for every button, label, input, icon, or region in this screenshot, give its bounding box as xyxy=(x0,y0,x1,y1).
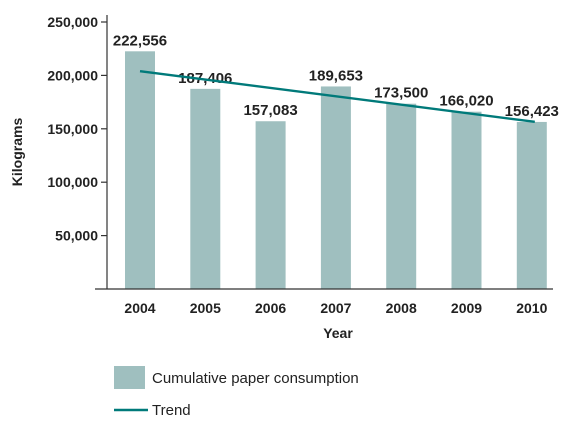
legend-label-bar: Cumulative paper consumption xyxy=(152,370,359,387)
y-ticks: 50,000 100,000 150,000 200,000 250,000 xyxy=(47,14,107,244)
x-ticks: 2004 2005 2006 2007 2008 2009 2010 xyxy=(124,300,547,316)
x-tick-label: 2009 xyxy=(451,300,482,316)
x-tick-label: 2006 xyxy=(255,300,286,316)
y-tick-label: 250,000 xyxy=(47,14,98,30)
bar xyxy=(190,88,221,289)
x-tick-label: 2010 xyxy=(516,300,547,316)
x-tick-label: 2007 xyxy=(320,300,351,316)
bars-layer xyxy=(125,51,547,290)
data-labels: 222,556187,406157,083189,653173,500166,0… xyxy=(113,32,559,120)
bar xyxy=(386,103,417,290)
legend-swatch-bar xyxy=(114,366,145,389)
x-tick-label: 2008 xyxy=(386,300,417,316)
bar xyxy=(255,121,286,290)
data-label: 157,083 xyxy=(243,102,297,119)
x-tick-label: 2005 xyxy=(190,300,221,316)
bar xyxy=(451,111,482,289)
y-tick-label: 150,000 xyxy=(47,121,98,137)
bar xyxy=(125,51,155,289)
data-label: 222,556 xyxy=(113,32,167,49)
bar xyxy=(320,86,351,290)
axes-layer xyxy=(95,15,553,290)
data-label: 166,020 xyxy=(439,93,493,110)
y-tick-label: 100,000 xyxy=(47,174,98,190)
data-label: 156,423 xyxy=(505,103,559,120)
trend-line xyxy=(139,69,535,124)
data-label: 189,653 xyxy=(309,67,363,84)
y-tick-label: 200,000 xyxy=(47,67,98,83)
bar xyxy=(516,121,547,289)
x-axis-title: Year xyxy=(323,325,353,341)
legend-label-trend: Trend xyxy=(152,402,191,419)
x-tick-label: 2004 xyxy=(124,300,155,316)
data-label: 173,500 xyxy=(374,85,428,102)
legend: Cumulative paper consumption Trend xyxy=(114,366,359,419)
y-tick-label: 50,000 xyxy=(55,228,98,244)
trend-layer xyxy=(139,69,535,124)
y-axis-title: Kilograms xyxy=(9,118,25,187)
